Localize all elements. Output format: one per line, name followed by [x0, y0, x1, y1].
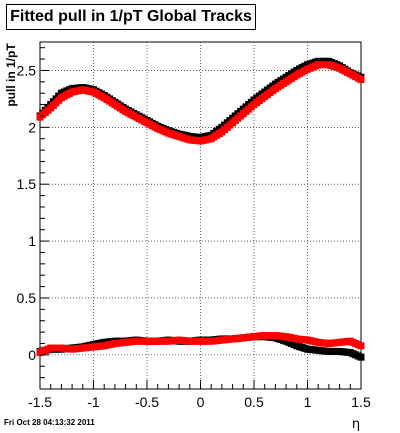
x-tick-label: -0.5 [135, 394, 159, 410]
data-point [357, 353, 365, 361]
x-axis-label: η [352, 417, 360, 432]
chart-title: Fitted pull in 1/pT Global Tracks [6, 4, 256, 30]
y-axis-label: pull in 1/pT [4, 43, 18, 107]
x-tick-label: -1 [87, 394, 100, 410]
y-tick-label: 2.5 [17, 62, 37, 78]
x-tick-label: -1.5 [28, 394, 52, 410]
y-tick-label: 1.5 [17, 176, 37, 192]
y-tick-label: 2 [28, 119, 36, 135]
series-3 [36, 332, 365, 357]
y-tick-label: 1 [28, 233, 36, 249]
y-tick-label: 0.5 [17, 290, 37, 306]
series-layer [36, 57, 365, 361]
x-tick-label: 0.5 [244, 394, 264, 410]
series-1 [36, 61, 365, 145]
x-tick-label: 0 [197, 394, 205, 410]
y-tick-label: 0 [28, 347, 36, 363]
data-point [357, 76, 365, 84]
axes: -1.5 -1 -0.5 0 0.5 1 1.5 0 0.5 1 1.5 2 2.5 [17, 47, 371, 410]
x-tick-label: 1 [304, 394, 312, 410]
timestamp-footer: Fri Oct 28 04:13:32 2011 [4, 418, 95, 427]
x-tick-label: 1.5 [351, 394, 371, 410]
data-point [357, 342, 365, 350]
